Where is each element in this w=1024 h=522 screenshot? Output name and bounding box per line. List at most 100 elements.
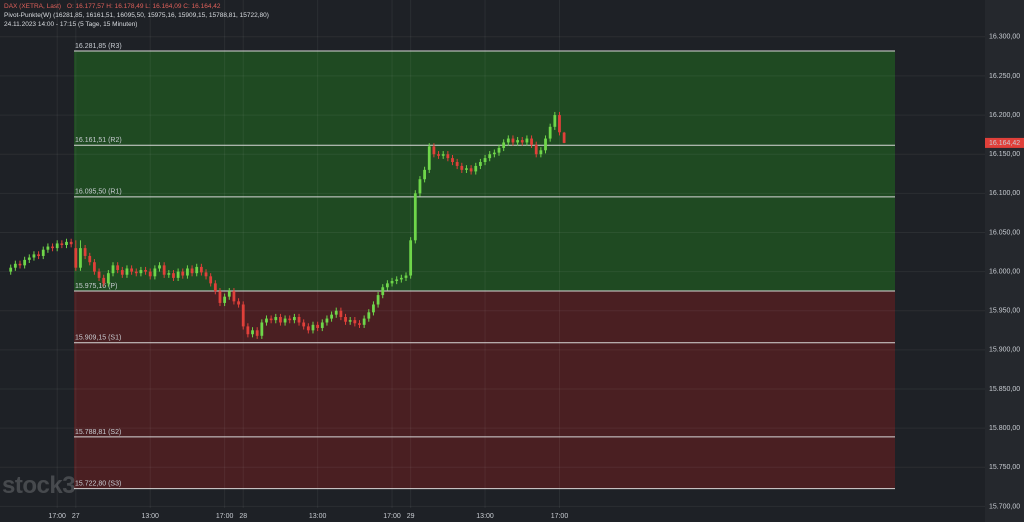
candle-body <box>41 249 45 256</box>
candle-body <box>116 265 120 271</box>
x-tick-label: 13:00 <box>309 513 327 520</box>
candle-body <box>283 318 287 323</box>
candle-body <box>148 271 152 277</box>
candle-body <box>227 291 231 297</box>
candle-body <box>13 263 17 268</box>
x-tick-label: 28 <box>239 513 247 520</box>
candle-body <box>423 169 426 180</box>
x-tick-label: 17:00 <box>48 513 66 520</box>
candle-body <box>502 142 506 148</box>
candle-body <box>46 246 50 250</box>
candle-body <box>153 268 157 277</box>
candle-body <box>251 330 254 335</box>
pivot-label: 16.161,51 (R2) <box>75 137 122 144</box>
candle-body <box>237 301 240 305</box>
candle-body <box>469 168 473 172</box>
candle-body <box>562 132 566 143</box>
candle-body <box>460 165 464 170</box>
candle-body <box>246 326 250 335</box>
candle-body <box>539 150 543 155</box>
candle-body <box>255 330 259 336</box>
candle-body <box>241 304 245 327</box>
candle-body <box>516 140 520 143</box>
y-tick-label: 15.850,00 <box>989 386 1020 393</box>
candle-body <box>511 138 515 143</box>
candle-body <box>437 154 440 156</box>
candle-body <box>395 279 399 282</box>
candle-body <box>213 283 217 292</box>
candle-body <box>525 138 529 143</box>
candle-body <box>130 268 134 272</box>
candle-body <box>497 147 501 153</box>
pivot-label: 15.788,81 (S2) <box>75 429 121 436</box>
candle-body <box>55 243 59 249</box>
candle-body <box>548 126 552 139</box>
candle-body <box>427 146 431 170</box>
pivot-label: 15.975,16 (P) <box>75 283 117 290</box>
candle-body <box>376 295 380 305</box>
candle-body <box>23 259 27 266</box>
period: 24.11.2023 14:00 - 17:15 (5 Tage, 15 Min… <box>4 21 138 28</box>
candle-body <box>306 326 310 331</box>
candle-body <box>167 273 171 275</box>
candle-body <box>32 254 36 258</box>
candle-body <box>451 158 454 163</box>
candle-body <box>260 322 264 336</box>
candle-body <box>288 318 292 321</box>
candle-body <box>65 241 68 245</box>
candle-body <box>172 273 175 278</box>
candle-body <box>362 318 366 325</box>
candle-body <box>558 115 561 133</box>
candle-body <box>195 266 199 274</box>
candle-body <box>353 320 357 324</box>
candle-body <box>93 262 96 272</box>
y-tick-label: 15.900,00 <box>989 347 1020 354</box>
instrument-line: DAX (XETRA, Last) O: 16.177,57 H: 16.178… <box>4 3 224 10</box>
candle-body <box>404 275 408 278</box>
candle-body <box>372 304 375 313</box>
candle-body <box>274 317 278 321</box>
y-tick-label: 16.250,00 <box>989 73 1020 80</box>
candle-body <box>269 318 273 321</box>
instrument: DAX (XETRA, Last) <box>4 3 62 10</box>
candle-body <box>232 291 236 302</box>
candle-body <box>176 271 180 278</box>
candle-body <box>302 322 306 327</box>
candle-body <box>488 154 492 159</box>
candle-body <box>102 277 106 284</box>
candle-body <box>483 158 487 163</box>
y-tick-label: 16.050,00 <box>989 229 1020 236</box>
y-tick-label: 16.300,00 <box>989 34 1020 41</box>
candle-body <box>218 291 222 303</box>
candle-body <box>51 246 54 249</box>
pivot-label: 16.095,50 (R1) <box>75 189 122 196</box>
down-zone <box>74 291 895 489</box>
candle-body <box>88 255 92 263</box>
candle-body <box>60 243 64 245</box>
pivot-label: 15.909,15 (S1) <box>75 335 121 342</box>
watermark: stock3 <box>2 472 76 499</box>
candle-body <box>446 154 450 159</box>
candle-body <box>311 324 315 331</box>
y-tick-label: 15.700,00 <box>989 503 1020 510</box>
candle-body <box>399 277 403 280</box>
candle-body <box>181 271 185 276</box>
candle-body <box>465 168 468 170</box>
candle-body <box>9 267 13 272</box>
candle-body <box>158 265 161 269</box>
indicator: Pivot-Punkte(W) (16281,85, 16161,51, 160… <box>4 12 269 19</box>
candle-body <box>418 179 422 194</box>
candle-body <box>479 162 482 166</box>
y-tick-label: 15.800,00 <box>989 425 1020 432</box>
candle-body <box>74 248 78 268</box>
candle-body <box>139 270 143 274</box>
candle-body <box>120 270 124 275</box>
candle-body <box>190 268 194 274</box>
candle-body <box>27 257 31 260</box>
x-tick-label: 17:00 <box>216 513 234 520</box>
candle-body <box>37 254 40 256</box>
candle-body <box>520 140 524 143</box>
x-tick-label: 13:00 <box>476 513 494 520</box>
candle-body <box>330 314 333 319</box>
last-price-badge <box>985 137 1024 148</box>
